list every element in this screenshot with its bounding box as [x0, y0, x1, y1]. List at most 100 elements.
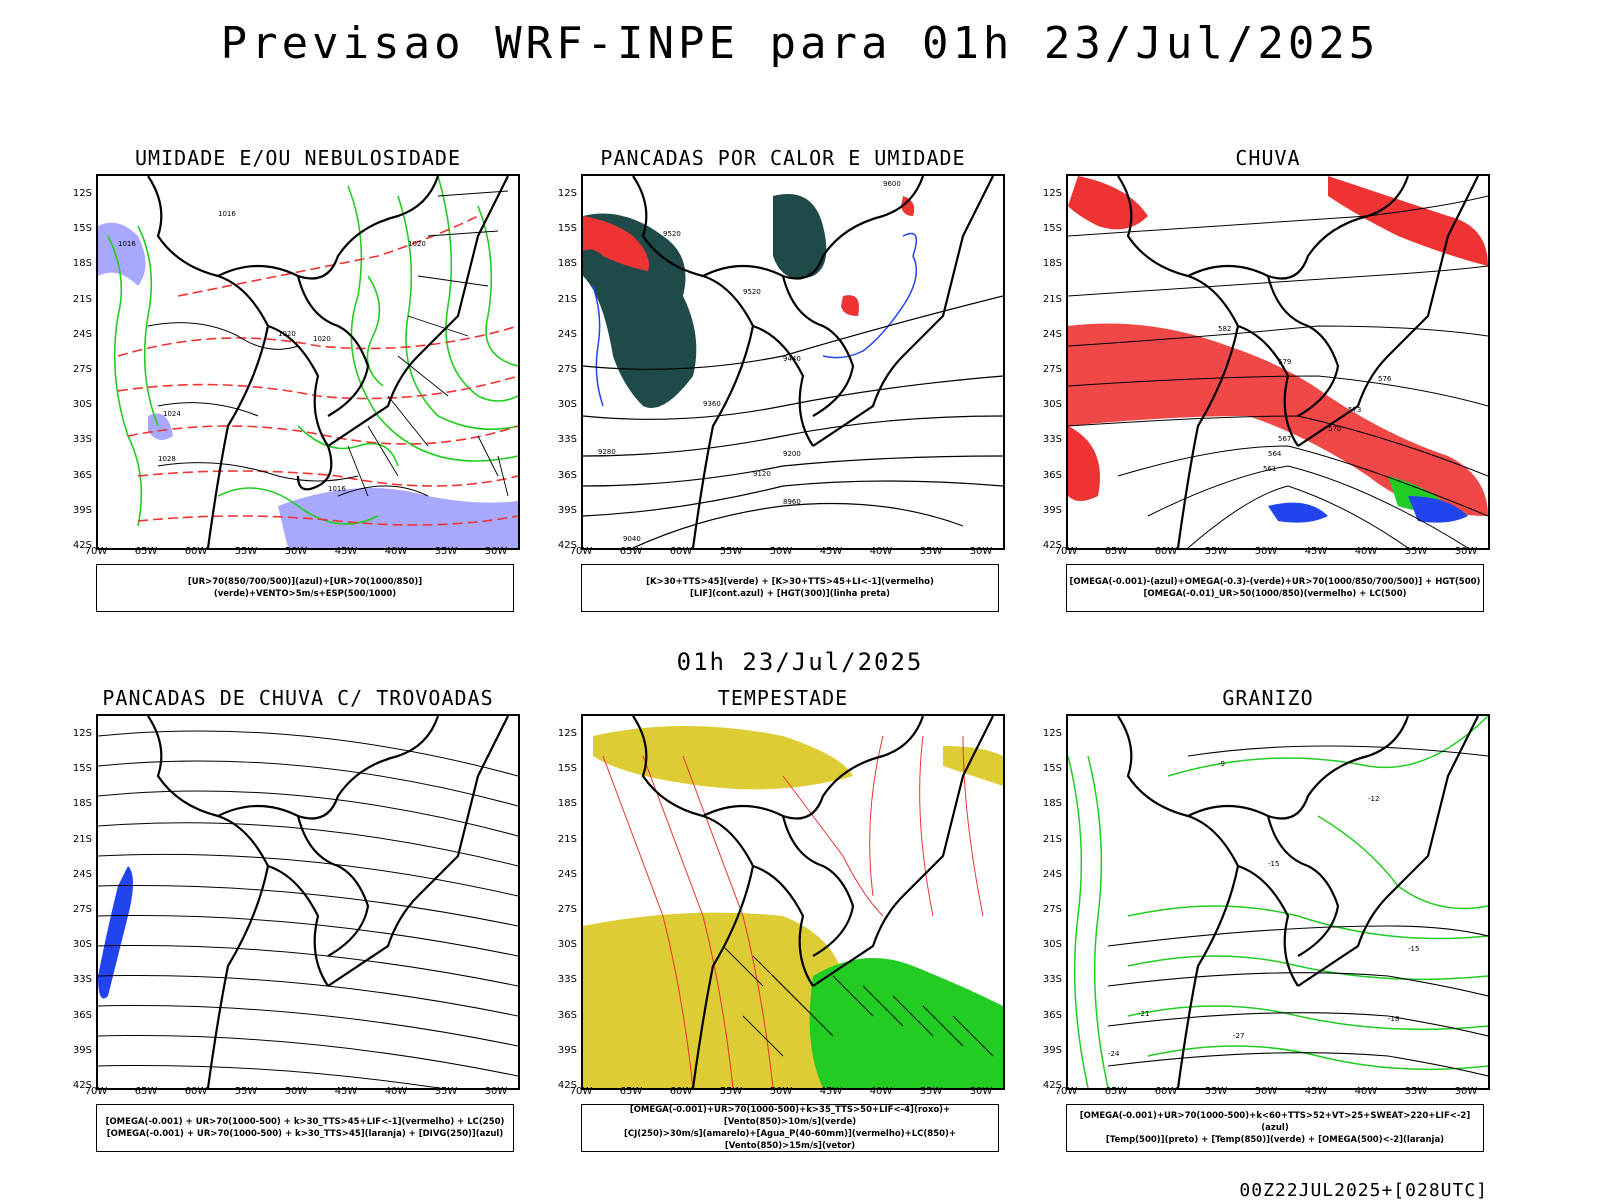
- lon-tick-label: 50W: [769, 1086, 793, 1097]
- lon-tick-label: 30W: [969, 1086, 993, 1097]
- lat-tick-label: 18S: [1042, 258, 1062, 270]
- contour-label: 9360: [703, 400, 721, 408]
- lat-tick-label: 39S: [1042, 504, 1062, 516]
- borders: [1117, 716, 1479, 1088]
- lat-tick-label: 42S: [72, 1080, 92, 1091]
- map-umidade[interactable]: 1016 1016 1020 1020 1020 1024 1028 1016: [96, 174, 520, 550]
- legend-line: [OMEGA(-0.001) + UR>70(1000-500) + k>30_…: [105, 1117, 505, 1127]
- contour-label: -21: [1138, 1010, 1149, 1018]
- lat-tick-label: 42S: [1042, 1080, 1062, 1091]
- lon-tick-label: 65W: [1104, 546, 1128, 557]
- panel-legend: [UR>70(850/700/500)](azul)+[UR>70(1000/8…: [96, 564, 514, 612]
- lat-tick-label: 24S: [557, 328, 577, 340]
- legend-line: [OMEGA(-0.001) + UR>70(1000-500) + k>30_…: [106, 1129, 504, 1139]
- map-tempestade[interactable]: [581, 714, 1005, 1090]
- blue-humidity-area: [148, 413, 173, 440]
- lat-tick-label: 27S: [557, 904, 577, 915]
- isobar-labels: 1016 1016 1020 1020 1020 1024 1028 1016: [118, 210, 426, 493]
- map-granizo[interactable]: -9 -12 -15 -15 -18 -21 -24 -27: [1066, 714, 1490, 1090]
- contour-label: 564: [1268, 450, 1282, 458]
- contour-label: 1028: [158, 455, 176, 463]
- lat-tick-label: 12S: [1042, 728, 1062, 739]
- lon-tick-label: 70W: [84, 1086, 108, 1097]
- contour-label: 9600: [883, 180, 901, 188]
- panel-legend: [OMEGA(-0.001)+UR>70(1000-500)+k>35_TTS>…: [581, 1104, 999, 1152]
- lon-tick-label: 45W: [334, 1086, 358, 1097]
- contour-label: 582: [1218, 325, 1231, 333]
- contour-label: 1020: [408, 240, 426, 248]
- lon-tick-label: 60W: [669, 1086, 693, 1097]
- main-title: Previsao WRF-INPE para 01h 23/Jul/2025: [220, 18, 1380, 69]
- tick-labels: 12S 15S 18S 21S 24S 27S 30S 33S 36S 39S 42S 70W 65W 6…: [73, 714, 516, 1097]
- yellow-jet-area: [583, 912, 853, 1088]
- hgt-labels: 582 579 576 573 570 567 564 561: [1218, 325, 1392, 473]
- contour-label: 9200: [783, 450, 801, 458]
- lat-tick-label: 42S: [1042, 540, 1062, 551]
- contour-label: -15: [1268, 860, 1279, 868]
- lat-tick-label: 33S: [557, 974, 577, 986]
- lat-tick-label: 24S: [1042, 328, 1062, 340]
- contour-label: 1024: [163, 410, 181, 418]
- map-pancadas-calor[interactable]: 9600 9520 9520 9440 9360 9280 9200 9120 …: [581, 174, 1005, 550]
- lon-tick-label: 35W: [919, 546, 943, 557]
- panel-legend: [K>30+TTS>45](verde) + [K>30+TTS>45+LI<-…: [581, 564, 999, 612]
- lat-tick-label: 12S: [557, 188, 577, 199]
- lat-tick-label: 18S: [1042, 798, 1062, 810]
- lat-tick-label: 15S: [1042, 763, 1062, 775]
- lat-tick-label: 12S: [72, 188, 92, 199]
- lon-tick-label: 50W: [1254, 1086, 1278, 1097]
- borders: [1117, 176, 1479, 548]
- mid-date: 01h 23/Jul/2025: [676, 648, 924, 676]
- lat-tick-label: 27S: [1042, 904, 1062, 915]
- lat-tick-label: 12S: [557, 728, 577, 739]
- contour-label: 9440: [783, 355, 801, 363]
- lon-tick-label: 35W: [919, 1086, 943, 1097]
- lon-tick-label: 55W: [234, 1086, 258, 1097]
- lon-tick-label: 55W: [1204, 546, 1228, 557]
- contour-label: 9040: [623, 535, 641, 543]
- lon-tick-label: 60W: [184, 546, 208, 557]
- teal-instability-area: [773, 194, 827, 279]
- blue-divergence-area: [98, 866, 133, 999]
- red-instability-area: [583, 216, 649, 271]
- lon-tick-label: 40W: [384, 546, 408, 557]
- lon-tick-label: 40W: [384, 1086, 408, 1097]
- panel-title: PANCADAS POR CALOR E UMIDADE: [600, 146, 966, 170]
- red-rain-area: [1068, 426, 1100, 501]
- lon-tick-label: 30W: [484, 1086, 508, 1097]
- lat-tick-label: 21S: [72, 293, 92, 305]
- red-instability-area: [841, 295, 859, 316]
- tick-labels: 12S 15S 18S 21S 24S 27S 30S 33S 36S 39S 42S 70W 65W 6…: [1043, 714, 1486, 1097]
- lon-tick-label: 40W: [1354, 1086, 1378, 1097]
- lat-tick-label: 36S: [557, 469, 577, 481]
- hgt300-contours: [583, 295, 1003, 548]
- lat-tick-label: 15S: [1042, 223, 1062, 235]
- borders: [632, 716, 994, 1088]
- map-trovoadas[interactable]: [96, 714, 520, 1090]
- lon-tick-label: 45W: [819, 546, 843, 557]
- lon-tick-label: 45W: [334, 546, 358, 557]
- lat-tick-label: 33S: [72, 434, 92, 446]
- contour-label: 9520: [663, 230, 681, 238]
- red-dashed-contours: [117, 215, 518, 526]
- lat-tick-label: 30S: [72, 399, 92, 411]
- contour-label: 567: [1278, 435, 1291, 443]
- lon-tick-label: 65W: [619, 546, 643, 557]
- blue-humidity-area: [278, 488, 518, 548]
- contour-label: 1016: [218, 210, 236, 218]
- contour-label: 9120: [753, 470, 771, 478]
- lat-tick-label: 18S: [557, 258, 577, 270]
- lat-tick-label: 21S: [1042, 833, 1062, 845]
- isobars: [147, 322, 429, 497]
- temp-labels: -9 -12 -15 -15 -18 -21 -24 -27: [1108, 760, 1419, 1058]
- lat-tick-label: 39S: [557, 504, 577, 516]
- lat-tick-label: 42S: [557, 1080, 577, 1091]
- lon-tick-label: 45W: [819, 1086, 843, 1097]
- contour-label: 570: [1328, 425, 1341, 433]
- lat-tick-label: 36S: [557, 1009, 577, 1021]
- panel-title: GRANIZO: [1222, 686, 1314, 710]
- legend-line: [OMEGA(-0.001)+UR>70(1000-500)+k>35_TTS>…: [629, 1105, 951, 1127]
- lat-tick-label: 15S: [557, 763, 577, 775]
- map-chuva[interactable]: 582 579 576 573 570 567 564 561: [1066, 174, 1490, 550]
- lon-tick-label: 70W: [84, 546, 108, 557]
